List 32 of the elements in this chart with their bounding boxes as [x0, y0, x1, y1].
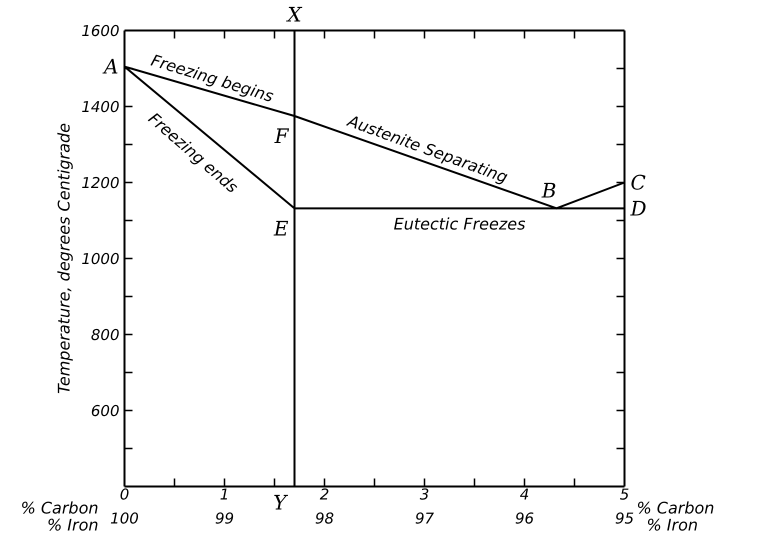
x2-tick-label: 95	[614, 510, 634, 528]
text: % Iron	[46, 516, 98, 534]
annotation: A	[102, 54, 119, 79]
y-tick-label: 1200	[81, 174, 120, 192]
x-tick-label: 1	[220, 486, 230, 504]
x-tick-label: 3	[420, 486, 430, 504]
y-axis-title: Temperature, degrees Centigrade	[54, 122, 74, 394]
y-tick-label: 1600	[81, 22, 120, 40]
x-tick-label: 2	[320, 486, 330, 504]
x-tick-label: 0	[120, 486, 130, 504]
x2-tick-label: 100	[110, 510, 139, 528]
annotation: B	[540, 178, 557, 202]
x2-tick-label: 97	[414, 510, 434, 528]
x2-tick-label: 98	[314, 510, 334, 528]
annotation: D	[630, 196, 647, 220]
annotation: Eutectic Freezes	[394, 214, 526, 234]
x-axis-title: % Carbon	[636, 498, 714, 518]
x2-axis-title: % Iron	[646, 516, 698, 534]
x2-tick-label: 99	[214, 510, 234, 528]
x-tick-label: 4	[520, 486, 530, 504]
x2-tick-label: 96	[514, 510, 534, 528]
annotation: C	[630, 170, 646, 194]
y-tick-label: 800	[90, 326, 120, 344]
annotation: Y	[273, 490, 288, 514]
x-tick-label: 5	[620, 486, 630, 504]
y-tick-label: 1000	[81, 250, 120, 268]
annotation: E	[272, 216, 289, 240]
y-tick-label: 600	[90, 402, 120, 420]
y-tick-label: 1400	[81, 98, 120, 116]
text: % Carbon	[20, 498, 99, 518]
ref-line-label: X	[285, 2, 302, 26]
annotation: F	[274, 124, 290, 148]
